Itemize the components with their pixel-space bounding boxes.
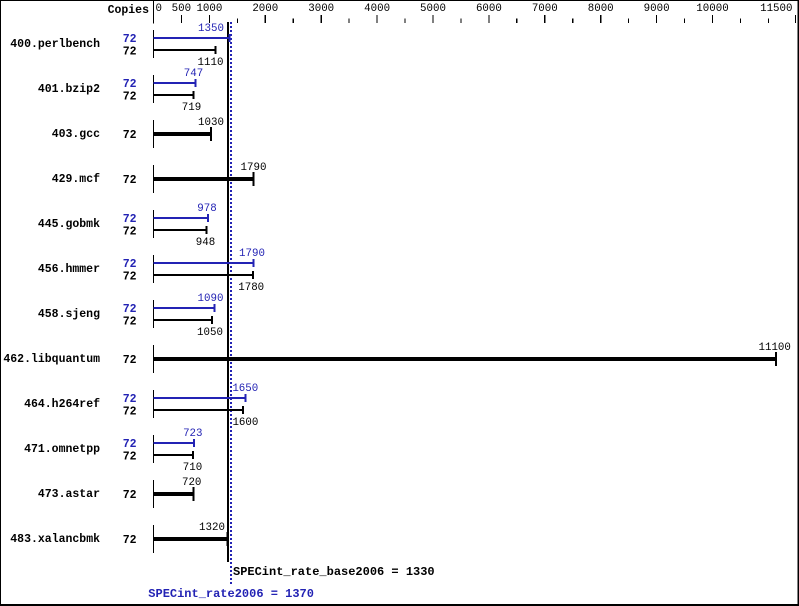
svg-text:500: 500 — [172, 3, 191, 15]
svg-text:4000: 4000 — [364, 3, 390, 15]
svg-text:1350: 1350 — [198, 23, 224, 35]
svg-text:948: 948 — [196, 237, 215, 249]
svg-text:72: 72 — [123, 46, 137, 59]
svg-text:1110: 1110 — [198, 57, 224, 69]
svg-text:72: 72 — [123, 174, 137, 187]
svg-text:401.bzip2: 401.bzip2 — [38, 83, 100, 96]
svg-text:445.gobmk: 445.gobmk — [38, 218, 100, 231]
svg-text:471.omnetpp: 471.omnetpp — [24, 443, 100, 456]
svg-text:747: 747 — [184, 68, 203, 80]
svg-text:0: 0 — [156, 3, 162, 15]
svg-text:SPECint_rate2006 = 1370: SPECint_rate2006 = 1370 — [148, 587, 314, 601]
svg-text:978: 978 — [197, 203, 216, 215]
svg-text:483.xalancbmk: 483.xalancbmk — [10, 533, 100, 546]
svg-text:SPECint_rate_base2006 = 1330: SPECint_rate_base2006 = 1330 — [233, 565, 435, 579]
svg-text:6000: 6000 — [476, 3, 502, 15]
svg-text:429.mcf: 429.mcf — [52, 173, 100, 186]
svg-text:72: 72 — [123, 78, 137, 91]
svg-text:72: 72 — [123, 451, 137, 464]
svg-text:1600: 1600 — [232, 417, 258, 429]
svg-text:400.perlbench: 400.perlbench — [10, 38, 100, 51]
svg-text:464.h264ref: 464.h264ref — [24, 398, 100, 411]
svg-text:719: 719 — [182, 102, 201, 114]
svg-text:1790: 1790 — [239, 248, 265, 260]
svg-text:11500: 11500 — [760, 3, 792, 15]
svg-text:3000: 3000 — [308, 3, 334, 15]
svg-text:72: 72 — [123, 226, 137, 239]
svg-text:72: 72 — [123, 406, 137, 419]
svg-text:403.gcc: 403.gcc — [52, 128, 100, 141]
svg-text:72: 72 — [123, 393, 137, 406]
svg-text:9000: 9000 — [644, 3, 670, 15]
svg-text:1790: 1790 — [241, 162, 267, 174]
svg-text:720: 720 — [182, 477, 201, 489]
svg-text:7000: 7000 — [532, 3, 558, 15]
svg-text:1030: 1030 — [198, 117, 224, 129]
svg-text:72: 72 — [123, 438, 137, 451]
svg-text:5000: 5000 — [420, 3, 446, 15]
svg-text:1780: 1780 — [238, 282, 264, 294]
svg-text:1090: 1090 — [198, 293, 224, 305]
svg-text:72: 72 — [123, 354, 137, 367]
svg-text:72: 72 — [123, 316, 137, 329]
svg-text:10000: 10000 — [696, 3, 728, 15]
svg-text:72: 72 — [123, 91, 137, 104]
svg-text:473.astar: 473.astar — [38, 488, 100, 501]
svg-text:72: 72 — [123, 489, 137, 502]
svg-text:8000: 8000 — [588, 3, 614, 15]
svg-text:1050: 1050 — [197, 327, 223, 339]
svg-text:72: 72 — [123, 213, 137, 226]
svg-text:11100: 11100 — [758, 342, 790, 354]
svg-text:72: 72 — [123, 303, 137, 316]
svg-text:72: 72 — [123, 534, 137, 547]
svg-text:2000: 2000 — [252, 3, 278, 15]
svg-text:723: 723 — [183, 428, 202, 440]
svg-text:72: 72 — [123, 258, 137, 271]
svg-text:458.sjeng: 458.sjeng — [38, 308, 100, 321]
svg-text:72: 72 — [123, 129, 137, 142]
svg-text:72: 72 — [123, 271, 137, 284]
svg-text:Copies: Copies — [108, 4, 150, 17]
svg-text:1650: 1650 — [232, 383, 258, 395]
svg-text:1000: 1000 — [196, 3, 222, 15]
svg-text:1320: 1320 — [199, 522, 225, 534]
svg-text:72: 72 — [123, 33, 137, 46]
svg-text:456.hmmer: 456.hmmer — [38, 263, 100, 276]
svg-text:710: 710 — [183, 462, 202, 474]
svg-text:462.libquantum: 462.libquantum — [3, 353, 100, 366]
